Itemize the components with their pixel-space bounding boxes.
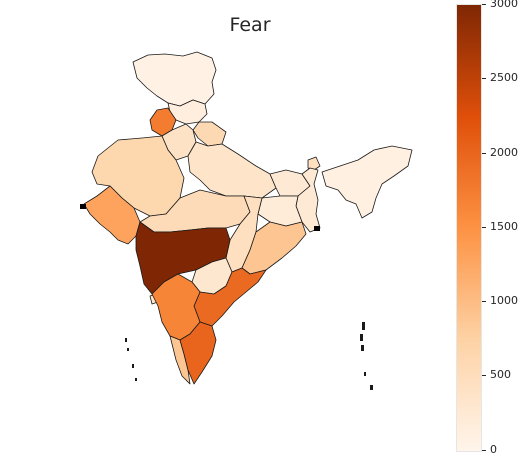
sundarbans-marker (314, 226, 320, 231)
tamil-nadu (179, 321, 217, 385)
colorbar-tick-0: 0 (482, 444, 497, 456)
colorbar-tick-2500: 2500 (482, 72, 518, 84)
map-title: Fear (229, 14, 271, 36)
colorbar-tick-1000: 1000 (482, 295, 518, 307)
uttar-pradesh (187, 141, 277, 199)
jammu-kashmir (132, 51, 217, 107)
lakshadweep-islands (125, 338, 137, 381)
colorbar-tick-500: 500 (482, 369, 511, 381)
odisha (241, 221, 307, 275)
andhra-pradesh (193, 267, 267, 327)
india-map (80, 51, 413, 390)
colorbar-tick-2000: 2000 (482, 147, 518, 159)
colorbar-tick-3000: 3000 (482, 0, 518, 10)
kutch-marker (80, 204, 86, 209)
andaman-nicobar-islands (360, 322, 373, 390)
colorbar (456, 4, 482, 452)
jharkhand (257, 195, 303, 227)
sikkim (307, 156, 321, 171)
northeast-states (321, 145, 413, 219)
colorbar-tick-1500: 1500 (482, 221, 518, 233)
